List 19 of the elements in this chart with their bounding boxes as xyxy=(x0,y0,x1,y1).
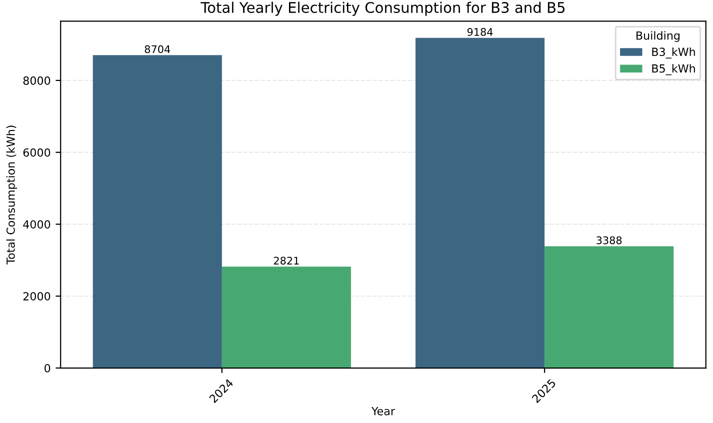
y-tick-label: 0 xyxy=(44,364,50,372)
y-tick-label: 8000 xyxy=(23,76,50,85)
x-axis-title: Year xyxy=(371,407,395,416)
bar xyxy=(92,55,222,368)
bar xyxy=(544,246,674,368)
data-label: 3388 xyxy=(596,236,622,244)
y-tick-label: 2000 xyxy=(23,292,50,300)
legend-title: Building xyxy=(636,31,680,42)
data-label: 8704 xyxy=(144,45,170,54)
bar xyxy=(416,38,545,368)
chart-title: Total Yearly Electricity Consumption for B3 and B5 xyxy=(200,2,565,16)
bar xyxy=(222,266,351,368)
y-tick-label: 4000 xyxy=(23,220,50,229)
y-axis-title: Total Consumption (kWh) xyxy=(6,126,18,264)
legend-label: B5_kWh xyxy=(652,64,695,76)
data-label: 2821 xyxy=(274,256,299,265)
data-label: 9184 xyxy=(467,28,493,36)
y-tick-label: 6000 xyxy=(23,148,50,157)
legend-label: B3_kWh xyxy=(652,47,695,59)
